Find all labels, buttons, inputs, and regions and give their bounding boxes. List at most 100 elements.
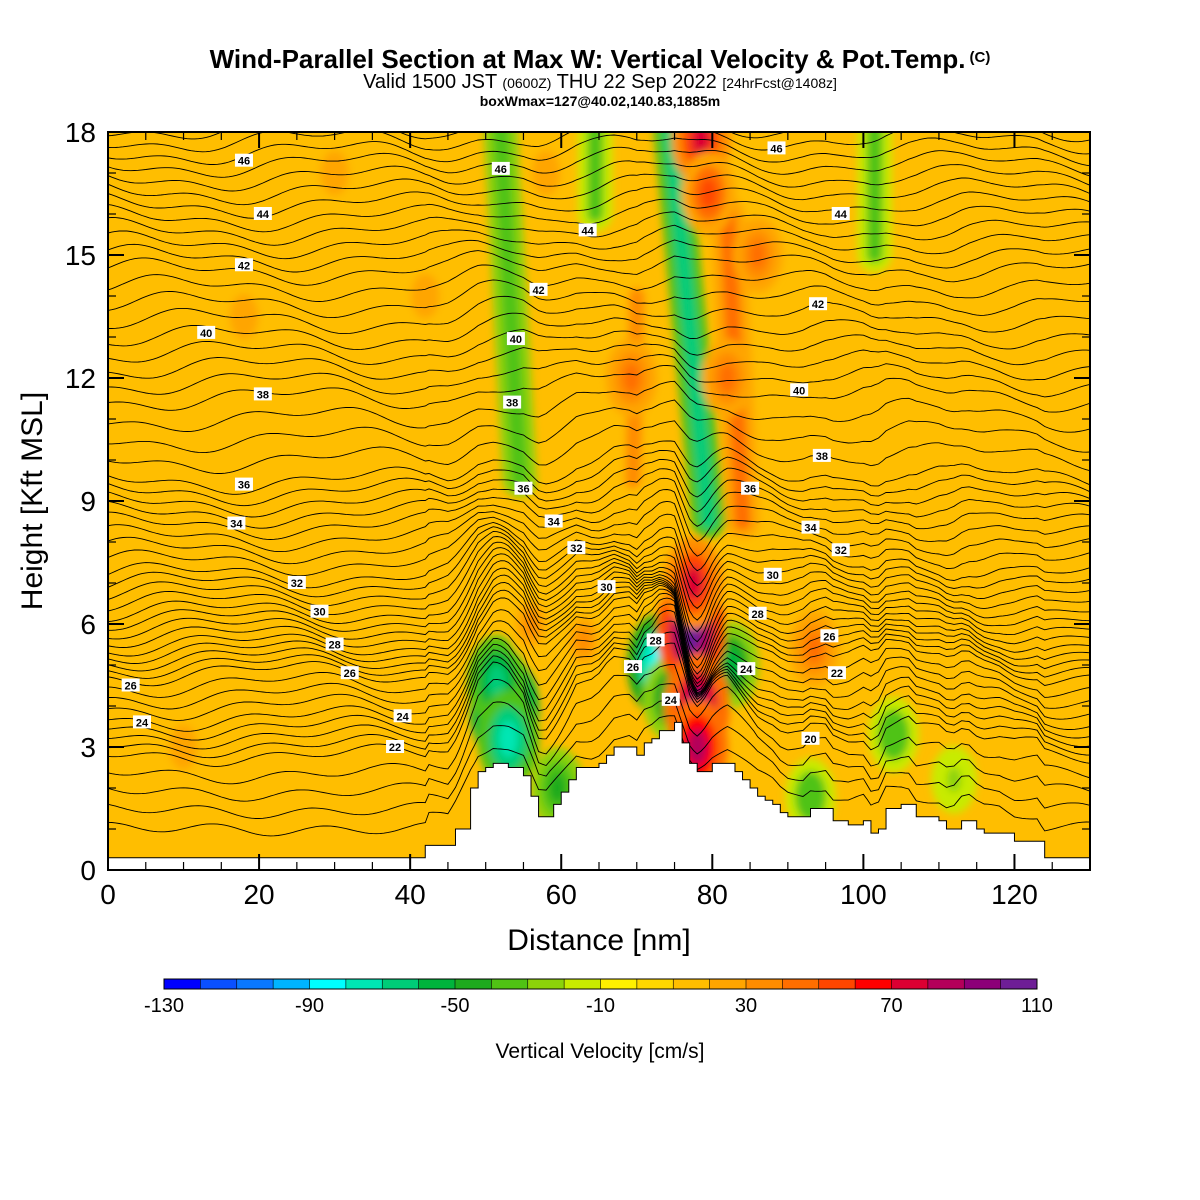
contour-label-text: 24 [740,664,753,676]
contour-label: 30 [597,580,616,594]
contour-label: 32 [287,576,306,590]
w-feature [160,713,207,781]
contour-label: 40 [790,383,809,397]
colorbar-swatch [200,979,238,989]
contour-label-text: 34 [230,519,243,531]
isentrope [108,250,1090,286]
w-feature [681,151,736,236]
y-tick-label: 12 [65,363,96,394]
contour-label-text: 30 [600,582,612,594]
contour-label: 20 [801,731,820,746]
contour-label: 46 [491,161,510,176]
isentrope [108,588,1090,698]
colorbar-swatch [418,979,456,989]
colorbar-swatch [782,979,820,989]
contour-label: 28 [748,606,767,621]
contour-label-text: 40 [200,328,212,340]
colorbar-swatch [491,979,529,989]
x-axis: 0 20 40 60 80 100 120 [100,879,1038,910]
contour-label-text: 24 [136,717,149,729]
isentrope [108,146,1090,178]
contour-label: 24 [393,709,412,723]
contour-label: 40 [197,325,216,340]
x-tick-label: 120 [991,879,1038,910]
isentrope [108,420,1090,474]
box-wmax-info: boxWmax=127@40.02,140.83,1885m [479,93,721,109]
isentrope [108,160,1090,192]
isentrope [108,477,1090,540]
contour-label-text: 24 [665,695,678,707]
isentrope [108,699,1090,819]
isentrope [108,399,1090,454]
chart-title: Wind-Parallel Section at Max W: Vertical… [0,44,1200,75]
isentrope [108,603,1090,732]
contour-label-text: 44 [835,209,848,221]
valid-time-line: Valid 1500 JST (0600Z) THU 22 Sep 2022 [… [0,71,1200,94]
isentrope [108,99,1090,130]
contour-label-text: 42 [532,285,544,297]
colorbar-tick-label: -90 [295,995,324,1017]
colorbar-tick-label: -130 [144,995,184,1017]
isentrope [108,574,1090,675]
isentrope [108,264,1090,302]
isentrope [108,279,1090,319]
contour-label-text: 44 [257,209,270,221]
contour-label: 42 [809,297,828,311]
contour-label: 44 [831,207,850,221]
copyright-mark: (C) [969,49,991,66]
isentrope [108,582,1090,685]
contour-label-text: 24 [396,711,409,723]
contour-label: 22 [827,666,846,680]
valid-time-date: THU 22 Sep 2022 [556,71,717,93]
colorbar-swatch [236,979,274,989]
colorbar-swatch [1000,979,1038,989]
contour-label: 24 [737,662,756,676]
colorbar-swatch [709,979,747,989]
colorbar-swatch [600,979,638,989]
contour-label: 28 [325,637,344,652]
isentrope [108,610,1090,741]
colorbar-swatch [455,979,492,989]
contour-label: 26 [623,660,642,674]
contour-label-text: 26 [627,662,639,674]
isentrope [108,173,1090,206]
contour-label: 26 [121,678,140,693]
potential-temperature-contours [108,88,1090,837]
colorbar-tick-label: -10 [586,995,615,1017]
contour-label: 36 [514,481,533,496]
contour-label: 24 [132,715,151,729]
isentrope [108,580,1090,680]
isentrope [108,198,1090,233]
valid-time-prefix: Valid 1500 JST [363,71,497,93]
colorbar-swatch [382,979,420,989]
w-streak [483,132,537,498]
contour-label: 46 [234,153,253,168]
contour-label: 30 [763,567,782,582]
w-feature [732,217,783,293]
contour-label-text: 32 [570,543,582,555]
isentrope [108,526,1090,598]
colorbar-tick-label: 70 [880,995,902,1017]
isentrope [108,88,1090,119]
isentrope [108,642,1090,767]
y-tick-label: 18 [65,117,96,148]
contour-label-text: 38 [257,389,269,401]
contour-label: 24 [661,692,680,707]
isentrope [108,620,1090,750]
chart-title-text: Wind-Parallel Section at Max W: Vertical… [209,44,966,74]
contour-label: 34 [544,514,563,529]
isentrope [108,522,1090,589]
contour-label-text: 32 [835,545,847,557]
isentrope [108,597,1090,721]
x-tick-label: 40 [395,879,426,910]
isentrope [108,449,1090,507]
isentrope [108,530,1090,609]
isentrope [108,536,1090,621]
y-axis: 0 3 6 9 12 15 18 [65,117,96,886]
colorbar-swatch [964,979,1002,989]
x-tick-label: 0 [100,879,116,910]
colorbar-swatch [564,979,601,989]
colorbar-swatch [746,979,783,989]
w-streak [653,132,726,539]
y-tick-label: 3 [80,732,96,763]
